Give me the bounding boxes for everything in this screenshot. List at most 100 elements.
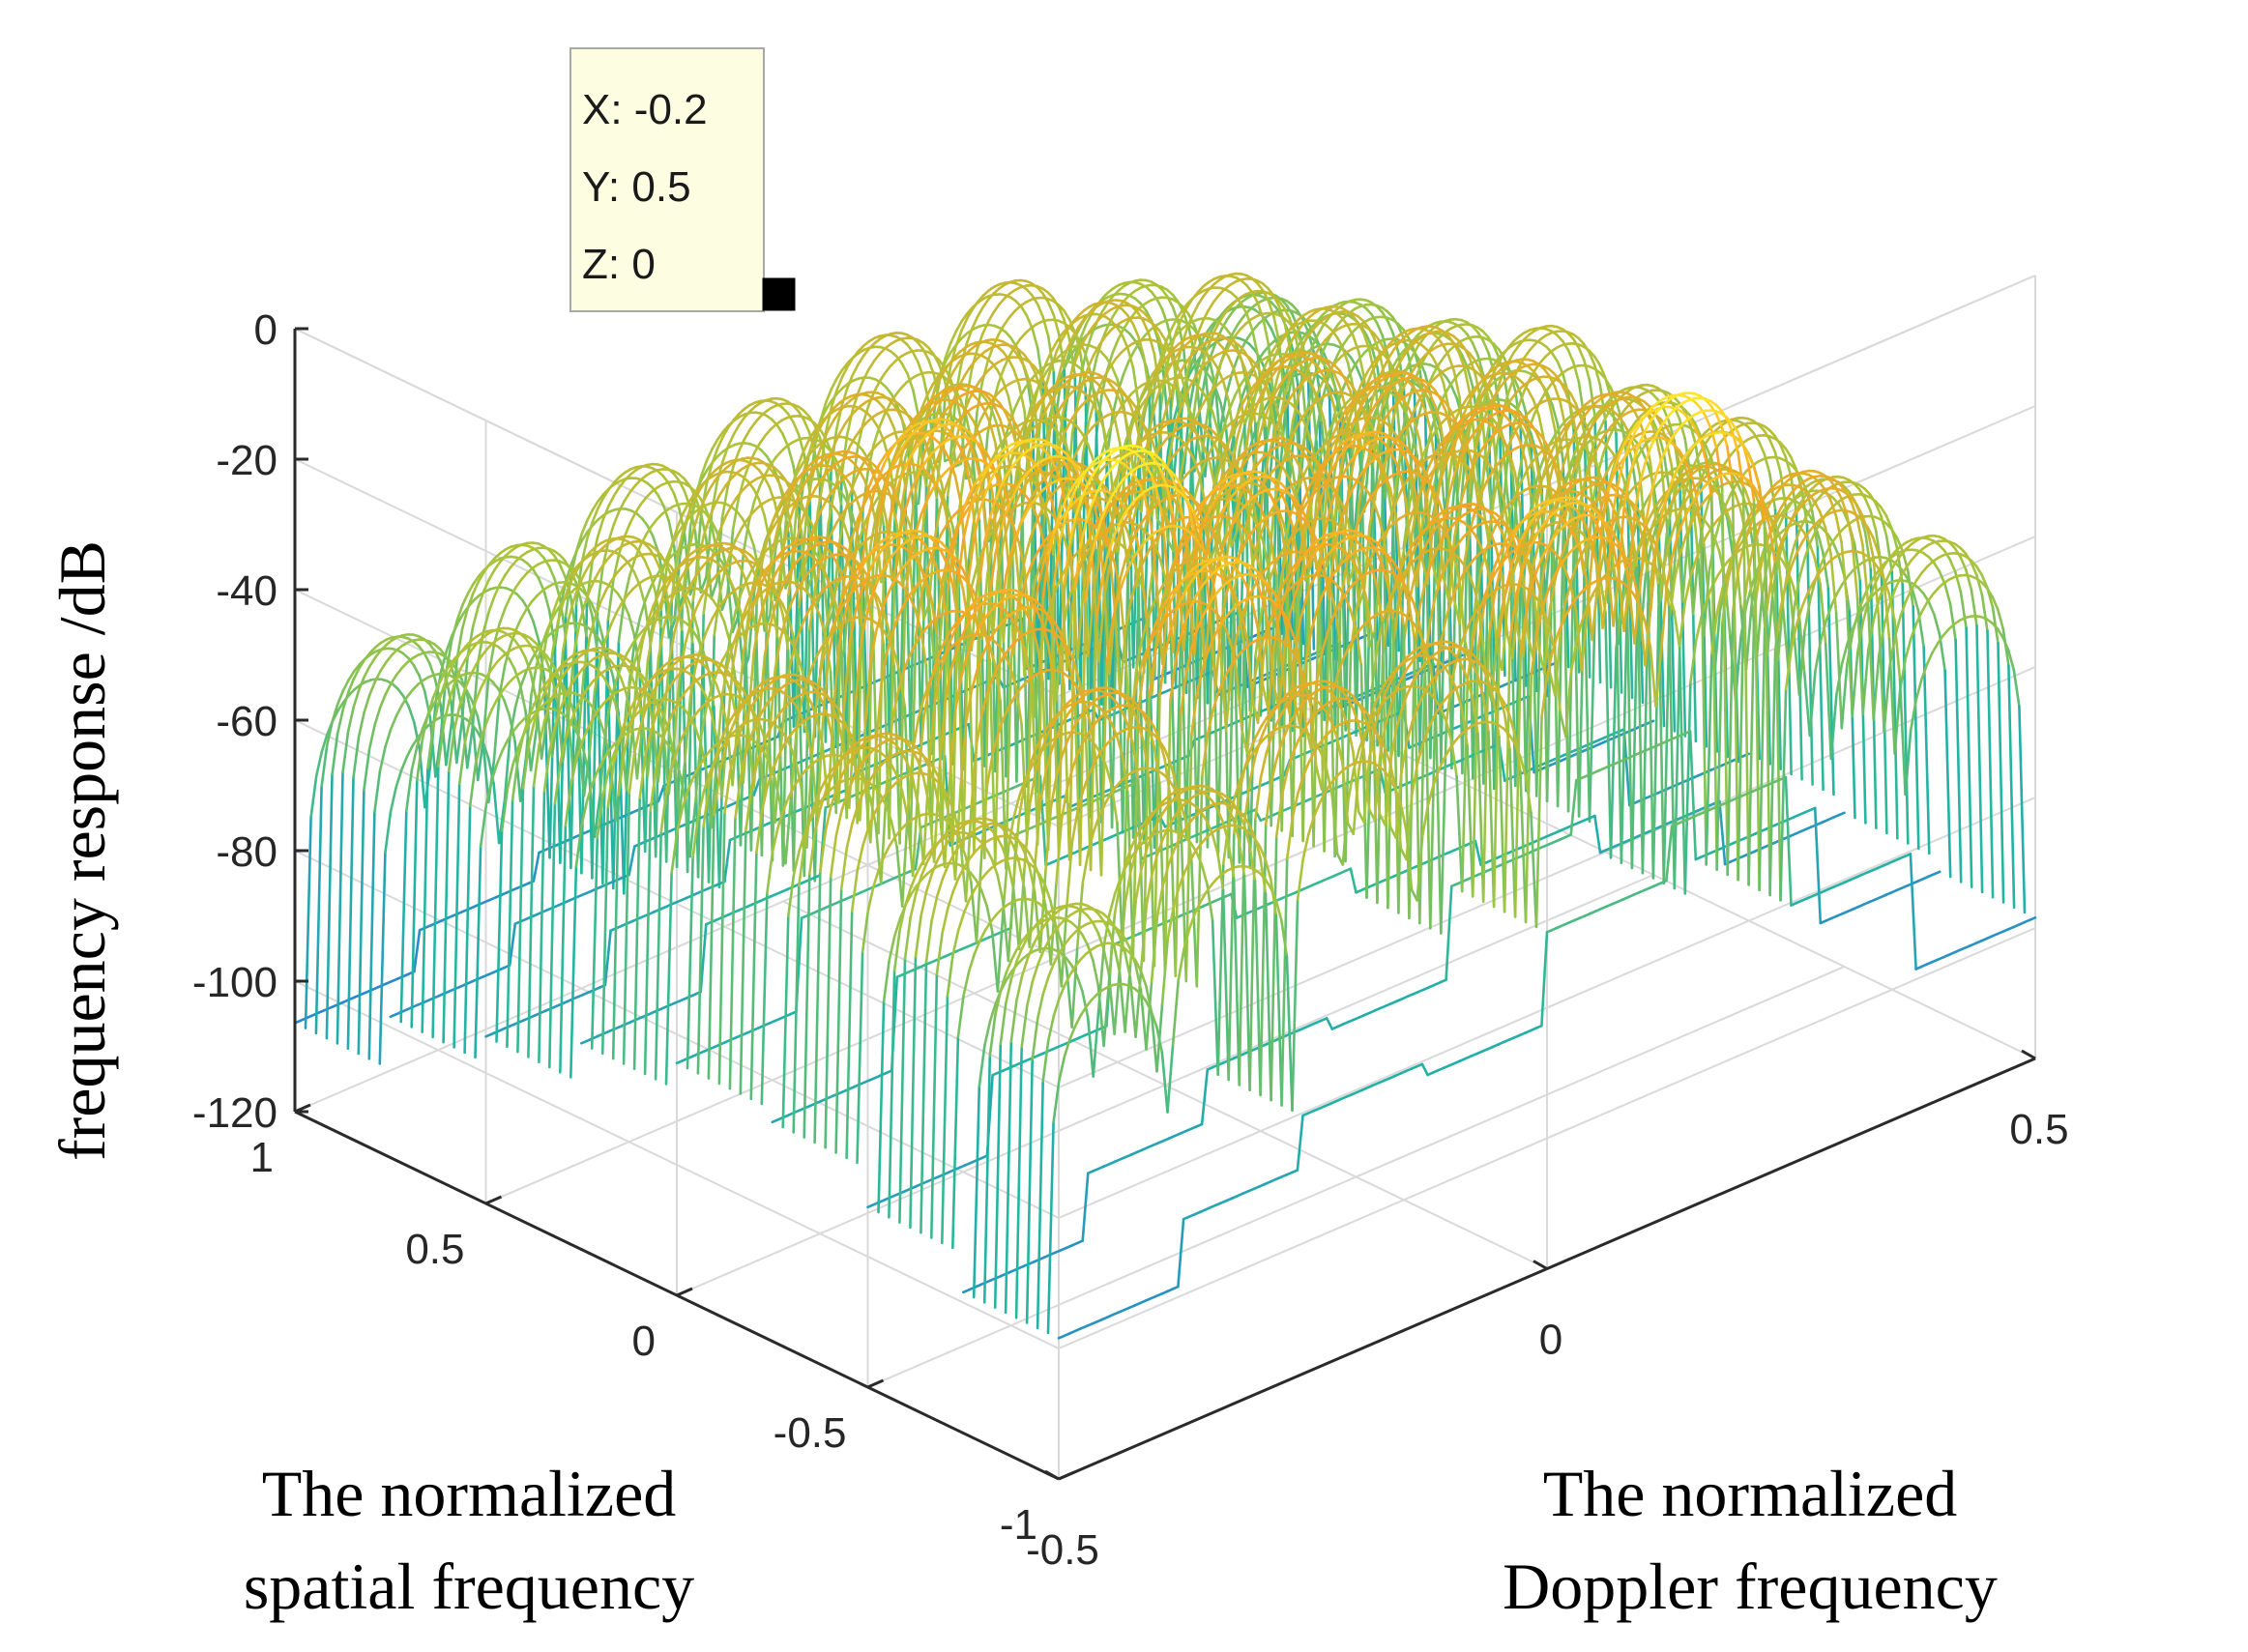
surface-segment: [484, 779, 493, 807]
surface-segment: [803, 419, 811, 434]
surface-segment: [887, 397, 895, 407]
surface-segment: [525, 599, 534, 611]
surface-segment: [709, 518, 718, 533]
surface-segment: [583, 562, 592, 575]
surface-segment: [620, 594, 629, 605]
surface-segment: [850, 511, 859, 535]
surface-segment: [861, 367, 870, 382]
surface-segment: [604, 623, 613, 641]
surface-segment: [887, 414, 896, 430]
surface-segment: [373, 769, 382, 814]
surface-segment: [1163, 358, 1172, 397]
surface-segment: [1110, 364, 1119, 381]
surface-segment: [710, 448, 719, 466]
surface-segment: [506, 730, 515, 741]
surface-segment: [1386, 319, 1395, 335]
surface-segment: [1213, 386, 1222, 405]
surface-segment: [448, 660, 456, 674]
surface-segment: [572, 583, 581, 601]
surface-segment: [981, 298, 990, 309]
surface-segment: [601, 487, 611, 500]
surface-segment: [963, 348, 972, 358]
surface-segment: [390, 673, 398, 685]
surface-segment: [1225, 310, 1234, 321]
surface-segment: [1075, 425, 1084, 436]
surface-segment: [508, 657, 516, 671]
surface-segment: [1180, 305, 1189, 320]
surface-segment: [795, 452, 804, 472]
surface-segment: [495, 689, 505, 701]
surface-segment: [1196, 284, 1205, 294]
surface-segment: [1054, 404, 1064, 423]
surface-segment: [384, 681, 393, 696]
surface-segment: [1185, 297, 1194, 309]
surface-segment: [588, 576, 598, 592]
surface-segment: [732, 412, 741, 421]
surface-segment: [502, 650, 511, 660]
surface-segment: [569, 594, 578, 635]
surface-segment: [941, 362, 950, 375]
surface-segment: [347, 688, 356, 697]
surface-segment: [453, 652, 462, 664]
surface-segment: [654, 556, 662, 572]
surface-segment: [1078, 339, 1087, 356]
surface-segment: [840, 364, 849, 379]
surface-segment: [697, 498, 706, 515]
surface-segment: [442, 699, 451, 727]
surface-segment: [458, 645, 467, 655]
surface-segment: [442, 769, 451, 1044]
surface-segment: [628, 845, 636, 877]
surface-segment: [1220, 318, 1229, 331]
surface-segment: [835, 387, 844, 395]
surface-segment: [1153, 323, 1161, 333]
surface-segment: [347, 677, 356, 694]
surface-segment: [1128, 333, 1137, 343]
surface-segment: [607, 480, 616, 491]
surface-segment: [957, 354, 966, 364]
surface-segment: [558, 553, 567, 563]
surface-segment: [867, 341, 876, 351]
surface-segment: [1018, 332, 1028, 341]
surface-segment: [1299, 331, 1308, 342]
surface-segment: [947, 356, 955, 366]
surface-segment: [1057, 333, 1066, 372]
surface-segment: [819, 400, 828, 421]
surface-segment: [1299, 358, 1307, 421]
surface-segment: [1122, 294, 1131, 303]
surface-segment: [705, 448, 714, 462]
surface-segment: [721, 426, 730, 439]
surface-segment: [1175, 327, 1183, 336]
surface-segment: [331, 732, 339, 776]
surface-segment: [1061, 328, 1069, 340]
surface-segment: [400, 695, 409, 708]
surface-segment: [1142, 310, 1151, 320]
surface-segment: [664, 562, 673, 577]
surface-segment: [860, 421, 868, 431]
surface-segment: [432, 694, 441, 706]
surface-segment: [736, 510, 744, 521]
surface-segment: [582, 749, 591, 779]
surface-segment: [540, 715, 549, 761]
surface-segment: [453, 782, 461, 1049]
surface-segment: [1228, 300, 1237, 309]
surface-segment: [1223, 305, 1232, 316]
surface-segment: [937, 359, 947, 369]
surface-segment: [751, 487, 761, 501]
surface-segment: [1034, 376, 1042, 399]
surface-segment: [1007, 357, 1015, 371]
surface-segment: [469, 699, 478, 720]
surface-segment: [594, 548, 602, 558]
surface-segment: [768, 466, 776, 477]
surface-segment: [411, 736, 420, 748]
surface-segment: [936, 368, 945, 378]
surface-segment: [1086, 443, 1095, 462]
surface-segment: [861, 567, 870, 764]
surface-segment: [325, 719, 335, 747]
surface-segment: [493, 561, 502, 571]
surface-segment: [1082, 311, 1091, 321]
surface-segment: [747, 421, 757, 432]
surface-segment: [1220, 306, 1229, 316]
surface-segment: [1109, 357, 1118, 368]
surface-segment: [1170, 317, 1179, 332]
